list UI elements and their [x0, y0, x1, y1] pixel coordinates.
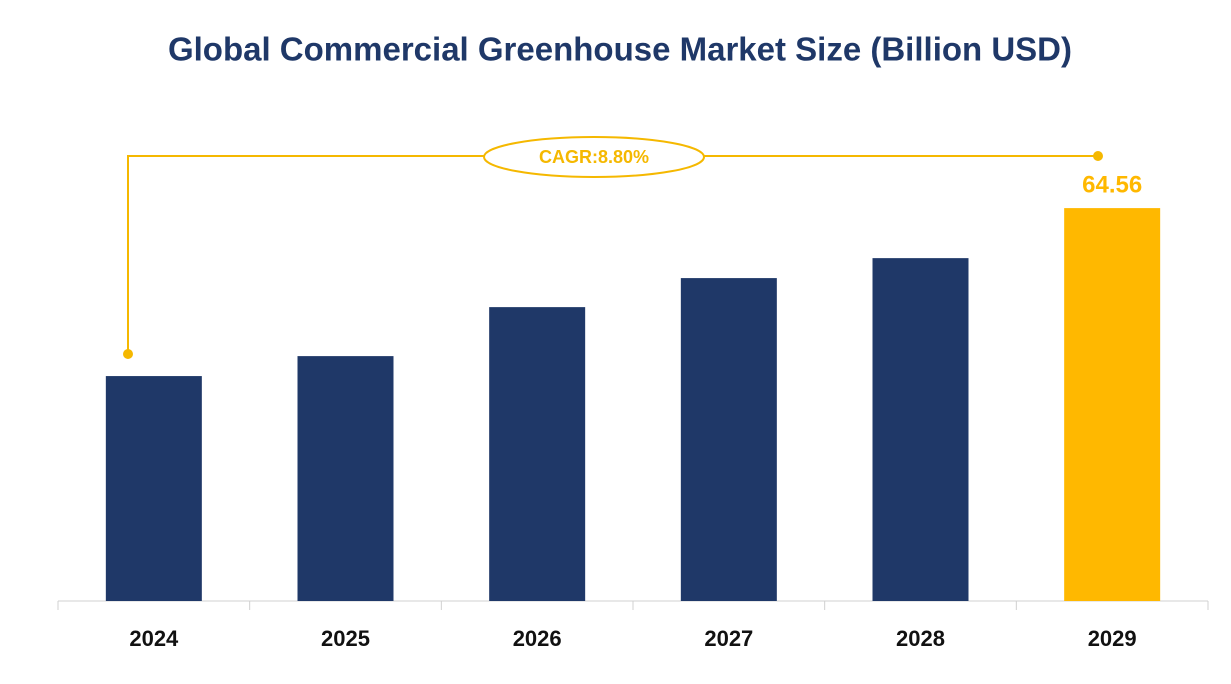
bar: [297, 356, 394, 601]
cagr-ellipse: [483, 136, 705, 178]
chart-title: Global Commercial Greenhouse Market Size…: [168, 31, 1072, 68]
cagr-label: CAGR:8.80%: [539, 147, 649, 167]
x-tick-label: 2024: [129, 626, 179, 651]
bar: [680, 278, 777, 601]
bracket-line: [127, 155, 485, 354]
bar: [872, 258, 969, 601]
cagr-bracket: [123, 136, 1103, 359]
x-tick-label: 2027: [704, 626, 753, 651]
bar: [105, 376, 202, 601]
value-label: 64.56: [1082, 171, 1142, 198]
x-tick-label: 2029: [1088, 626, 1137, 651]
x-tick-label: 2028: [896, 626, 945, 651]
x-tick-label: 2026: [513, 626, 562, 651]
bar: [489, 307, 586, 601]
bracket-dot: [123, 349, 133, 359]
bar: [1064, 208, 1161, 601]
bracket-dot: [1093, 151, 1103, 161]
x-tick-label: 2025: [321, 626, 370, 651]
